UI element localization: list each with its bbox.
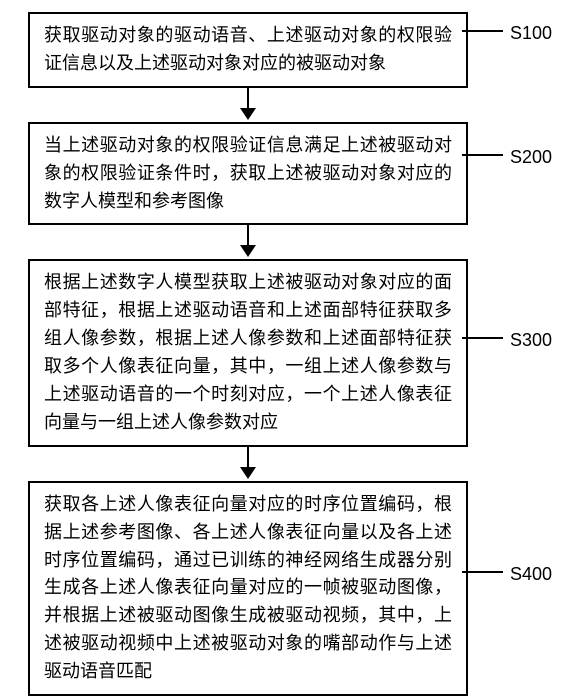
label-text: S200	[510, 147, 552, 167]
connector-line	[462, 571, 503, 573]
connector-line	[462, 30, 503, 32]
arrow-s100-s200	[28, 88, 468, 122]
connector-line	[462, 154, 503, 156]
step-box-s300: 根据上述数字人模型获取上述被驱动对象对应的面部特征，根据上述驱动语音和上述面部特…	[28, 259, 468, 446]
step-box-s200: 当上述驱动对象的权限验证信息满足上述被驱动对象的权限验证条件时，获取上述被驱动对…	[28, 122, 468, 226]
label-text: S100	[510, 23, 552, 43]
arrow-s300-s400	[28, 447, 468, 481]
arrow-s200-s300	[28, 225, 468, 259]
step-box-s400: 获取各上述人像表征向量对应的时序位置编码，根据上述参考图像、各上述人像表征向量以…	[28, 481, 468, 696]
step-text: 获取各上述人像表征向量对应的时序位置编码，根据上述参考图像、各上述人像表征向量以…	[44, 494, 452, 681]
label-text: S300	[510, 330, 552, 350]
step-text: 获取驱动对象的驱动语音、上述驱动对象的权限验证信息以及上述驱动对象对应的被驱动对…	[44, 25, 452, 73]
step-label-s100: S100	[510, 20, 552, 48]
label-text: S400	[510, 564, 552, 584]
flowchart-container: 获取驱动对象的驱动语音、上述驱动对象的权限验证信息以及上述驱动对象对应的被驱动对…	[28, 12, 558, 696]
step-label-s200: S200	[510, 144, 552, 172]
step-box-s100: 获取驱动对象的驱动语音、上述驱动对象的权限验证信息以及上述驱动对象对应的被驱动对…	[28, 12, 468, 88]
step-text: 当上述驱动对象的权限验证信息满足上述被驱动对象的权限验证条件时，获取上述被驱动对…	[44, 135, 452, 211]
step-label-s300: S300	[510, 327, 552, 355]
step-text: 根据上述数字人模型获取上述被驱动对象对应的面部特征，根据上述驱动语音和上述面部特…	[44, 272, 452, 431]
connector-line	[462, 337, 503, 339]
step-label-s400: S400	[510, 561, 552, 589]
